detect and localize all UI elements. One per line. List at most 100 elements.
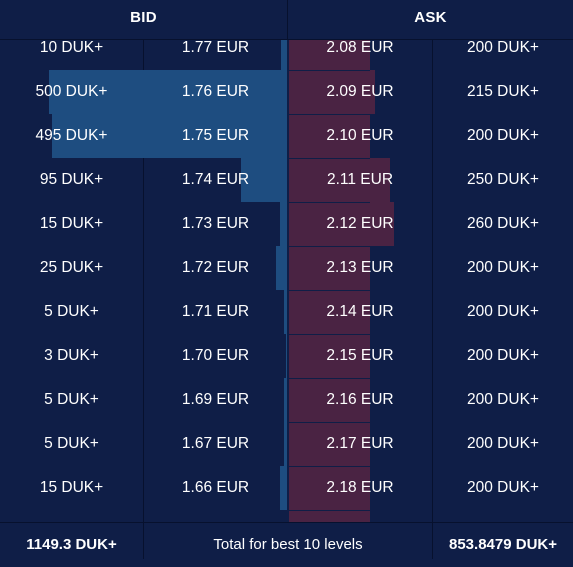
bid-depth-bar: [286, 334, 287, 378]
ask-price: 2.10 EUR: [326, 127, 394, 144]
bid-depth-bar: [284, 378, 287, 422]
row-separator: [289, 202, 370, 203]
row-separator: [289, 334, 370, 335]
bid-price: 1.73 EUR: [181, 215, 250, 232]
bid-depth-bar: [276, 246, 287, 290]
row-separator: [289, 422, 370, 423]
ask-depth-bar: [289, 510, 370, 522]
ask-depth-bar: [289, 158, 390, 202]
row-separator: [289, 246, 370, 247]
bid-quantity: 500 DUK+: [35, 83, 108, 100]
ask-price: 2.11 EUR: [326, 171, 394, 188]
bid-depth-bar: [284, 422, 287, 466]
totals-label: Total for best 10 levels: [213, 536, 363, 553]
bid-price: 1.69 EUR: [181, 391, 250, 408]
bid-quantity: 15 DUK+: [39, 215, 104, 232]
column-divider: [432, 523, 433, 559]
row-separator: [289, 510, 370, 511]
ask-quantity: 200 DUK+: [467, 259, 539, 276]
ask-quantity: 200 DUK+: [467, 479, 539, 496]
ask-depth-bar: [289, 422, 370, 466]
row-separator: [289, 70, 370, 71]
ask-column-header: ASK: [287, 0, 573, 39]
ask-price: 2.16 EUR: [326, 391, 394, 408]
row-separator: [289, 290, 370, 291]
bid-price: [144, 510, 287, 522]
column-divider: [143, 40, 144, 522]
bid-quantity: 5 DUK+: [44, 391, 99, 408]
bid-quantity: 495 DUK+: [35, 127, 108, 144]
order-book-row[interactable]: [0, 510, 573, 522]
ask-price: 2.18 EUR: [326, 479, 394, 496]
ask-depth-bar: [289, 114, 370, 158]
ask-quantity: 200 DUK+: [467, 303, 539, 320]
bid-quantity: [0, 510, 143, 522]
ask-depth-bar: [289, 202, 394, 246]
bid-price: 1.72 EUR: [181, 259, 250, 276]
ask-price: [288, 510, 432, 522]
bid-quantity: 5 DUK+: [44, 435, 99, 452]
bid-price: 1.74 EUR: [181, 171, 250, 188]
ask-depth-bar: [289, 246, 370, 290]
bid-price: 1.67 EUR: [181, 435, 250, 452]
order-book-levels[interactable]: 10 DUK+ 1.77 EUR 2.08 EUR 200 DUK+ 500 DUK+ 1…: [0, 40, 573, 522]
ask-quantity: 200 DUK+: [467, 127, 539, 144]
ask-price: 2.12 EUR: [326, 215, 394, 232]
ask-price: 2.17 EUR: [326, 435, 394, 452]
bid-depth-bar: [241, 158, 287, 202]
ask-quantity: 200 DUK+: [467, 435, 539, 452]
ask-depth-bar: [289, 290, 370, 334]
ask-quantity: 260 DUK+: [467, 215, 539, 232]
ask-quantity: 200 DUK+: [467, 391, 539, 408]
order-book-row[interactable]: 25 DUK+ 1.72 EUR 2.13 EUR 200 DUK+: [0, 246, 573, 290]
ask-depth-bar: [289, 70, 375, 114]
bid-price: 1.75 EUR: [181, 127, 250, 144]
ask-quantity: [433, 510, 573, 522]
bid-price: 1.76 EUR: [181, 83, 250, 100]
order-book-row[interactable]: 95 DUK+ 1.74 EUR 2.11 EUR 250 DUK+: [0, 158, 573, 202]
order-book-row[interactable]: 495 DUK+ 1.75 EUR 2.10 EUR 200 DUK+: [0, 114, 573, 158]
bid-depth-bar: [280, 466, 287, 510]
ask-quantity: 200 DUK+: [467, 40, 539, 56]
row-separator: [289, 158, 370, 159]
bid-quantity: 15 DUK+: [39, 479, 104, 496]
bid-depth-bar: [49, 70, 287, 114]
ask-quantity: 200 DUK+: [467, 347, 539, 364]
bid-depth-bar: [281, 40, 287, 70]
bid-quantity: 95 DUK+: [39, 171, 104, 188]
order-book-row[interactable]: 15 DUK+ 1.73 EUR 2.12 EUR 260 DUK+: [0, 202, 573, 246]
ask-price: 2.08 EUR: [326, 40, 394, 56]
order-book-row[interactable]: 5 DUK+ 1.67 EUR 2.17 EUR 200 DUK+: [0, 422, 573, 466]
bid-quantity: 5 DUK+: [44, 303, 99, 320]
order-book-row[interactable]: 15 DUK+ 1.66 EUR 2.18 EUR 200 DUK+: [0, 466, 573, 510]
ask-price: 2.15 EUR: [326, 347, 394, 364]
column-divider: [143, 523, 144, 559]
order-book-row[interactable]: 10 DUK+ 1.77 EUR 2.08 EUR 200 DUK+: [0, 40, 573, 70]
bid-price: 1.77 EUR: [181, 40, 250, 56]
bid-quantity: 3 DUK+: [44, 347, 99, 364]
bid-depth-bar: [284, 290, 287, 334]
ask-depth-bar: [289, 378, 370, 422]
bid-depth-bar: [52, 114, 287, 158]
order-book-row[interactable]: 500 DUK+ 1.76 EUR 2.09 EUR 215 DUK+: [0, 70, 573, 114]
order-book-footer: 1149.3 DUK+ Total for best 10 levels 853…: [0, 522, 573, 559]
ask-price: 2.09 EUR: [326, 83, 394, 100]
bid-total: 1149.3 DUK+: [26, 536, 117, 553]
ask-depth-bar: [289, 40, 370, 70]
order-book-row[interactable]: 5 DUK+ 1.71 EUR 2.14 EUR 200 DUK+: [0, 290, 573, 334]
bid-quantity: 10 DUK+: [39, 40, 104, 56]
ask-depth-bar: [289, 334, 370, 378]
row-separator: [289, 466, 370, 467]
bid-quantity: 25 DUK+: [39, 259, 104, 276]
ask-quantity: 215 DUK+: [467, 83, 539, 100]
order-book-row[interactable]: 3 DUK+ 1.70 EUR 2.15 EUR 200 DUK+: [0, 334, 573, 378]
ask-depth-bar: [289, 466, 370, 510]
row-separator: [289, 114, 370, 115]
ask-price: 2.14 EUR: [326, 303, 394, 320]
row-separator: [289, 378, 370, 379]
ask-quantity: 250 DUK+: [467, 171, 539, 188]
order-book-row[interactable]: 5 DUK+ 1.69 EUR 2.16 EUR 200 DUK+: [0, 378, 573, 422]
bid-price: 1.70 EUR: [181, 347, 250, 364]
bid-depth-bar: [280, 202, 287, 246]
order-book-header: BID ASK: [0, 0, 573, 40]
